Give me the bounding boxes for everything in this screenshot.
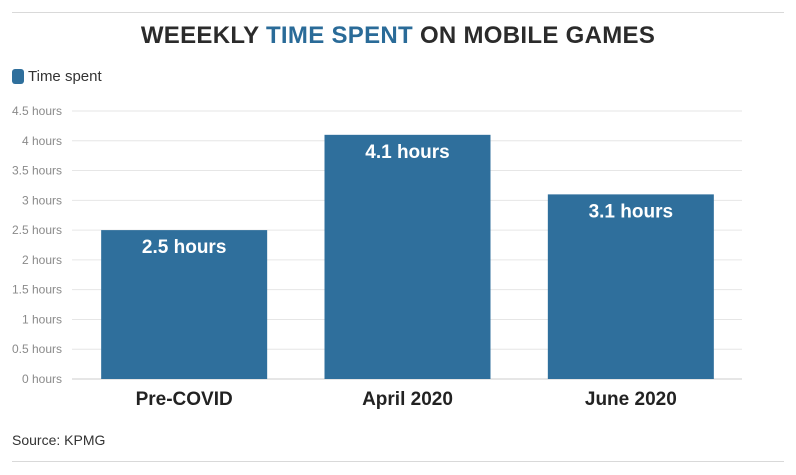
data-label: 2.5 hours (142, 237, 226, 258)
y-tick-label: 2 hours (22, 253, 62, 267)
y-tick-label: 4 hours (22, 134, 62, 148)
y-tick-label: 0.5 hours (12, 342, 62, 356)
x-tick-label: June 2020 (585, 389, 677, 410)
bar (101, 230, 268, 379)
y-tick-label: 1.5 hours (12, 283, 62, 297)
legend-label: Time spent (28, 68, 102, 85)
y-tick-label: 4.5 hours (12, 104, 62, 118)
bottom-rule (12, 461, 784, 462)
bar (547, 194, 714, 379)
legend: Time spent (12, 68, 102, 85)
chart-title: WEEEKLY TIME SPENT ON MOBILE GAMES (0, 22, 796, 50)
y-tick-label: 1 hours (22, 312, 62, 326)
legend-swatch (12, 69, 24, 84)
source-note: Source: KPMG (12, 432, 106, 448)
x-tick-label: April 2020 (362, 389, 453, 410)
bar (324, 134, 491, 379)
y-tick-label: 2.5 hours (12, 223, 62, 237)
title-part-2: ON MOBILE GAMES (412, 22, 656, 49)
data-label: 4.1 hours (365, 142, 449, 163)
title-highlight: TIME SPENT (265, 22, 413, 49)
y-tick-label: 3.5 hours (12, 164, 62, 178)
y-tick-label: 0 hours (22, 372, 62, 386)
top-rule (12, 12, 784, 13)
data-label: 3.1 hours (589, 201, 673, 222)
title-part-1: WEEEKLY (140, 22, 266, 49)
x-tick-label: Pre-COVID (136, 389, 233, 410)
y-tick-label: 3 hours (22, 193, 62, 207)
